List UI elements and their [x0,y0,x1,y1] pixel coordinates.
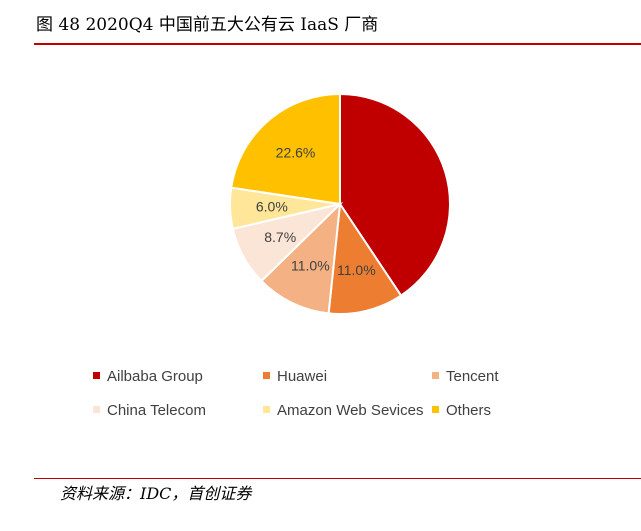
data-label-ailbaba-group: 40.6% [385,176,425,192]
pie-slice-tencent [260,201,342,315]
legend-label: Amazon Web Sevices [277,402,424,419]
legend-label: China Telecom [107,402,206,419]
legend-label: Huawei [277,368,328,385]
legend-swatch [93,372,100,379]
legend-item-huawei: Huawei [263,368,327,386]
source-divider [34,478,641,479]
legend-swatch [432,372,439,379]
chart-title: 图 48 2020Q4 中国前五大公有云 IaaS 厂商 [36,15,379,35]
pie-slice-huawei [327,201,403,315]
data-label-china-telecom: 8.7% [264,229,296,245]
legend-label: Ailbaba Group [107,368,203,385]
pie-slice-others [230,92,341,206]
legend-item-china-telecom: China Telecom [93,402,206,420]
legend-item-amazon-web-sevices: Amazon Web Sevices [263,402,423,420]
legend-swatch [93,406,100,413]
data-label-huawei: 11.0% [337,262,376,278]
data-label-tencent: 11.0% [291,257,330,273]
legend-label: Tencent [446,368,499,385]
legend-item-tencent: Tencent [432,368,499,386]
legend-item-ailbaba-group: Ailbaba Group [93,368,203,386]
legend-swatch [263,406,270,413]
legend-swatch [432,406,439,413]
legend-item-others: Others [432,402,491,420]
data-label-amazon-web-sevices: 6.0% [256,199,288,215]
title-divider [34,43,641,45]
data-label-others: 22.6% [276,144,316,160]
source-note: 资料来源：IDC，首创证券 [60,484,252,503]
legend-label: Others [446,402,492,419]
legend-swatch [263,372,270,379]
